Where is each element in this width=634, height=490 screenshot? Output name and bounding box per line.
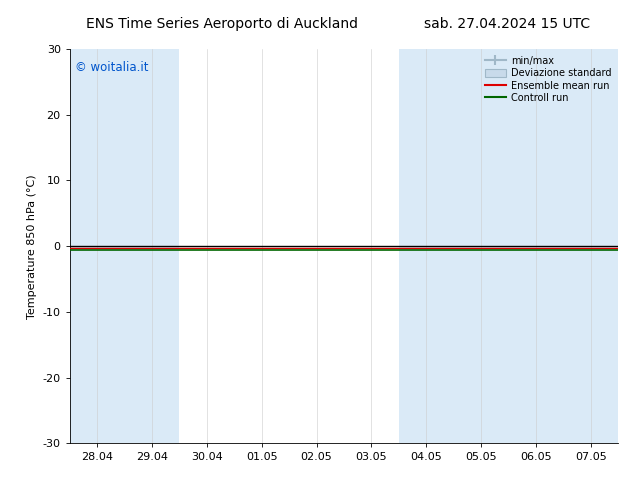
Bar: [508, 49, 563, 443]
Y-axis label: Temperature 850 hPa (°C): Temperature 850 hPa (°C): [27, 174, 37, 318]
Bar: [399, 49, 454, 443]
Bar: [70, 49, 124, 443]
Text: © woitalia.it: © woitalia.it: [75, 61, 149, 74]
Text: ENS Time Series Aeroporto di Auckland: ENS Time Series Aeroporto di Auckland: [86, 17, 358, 31]
Text: sab. 27.04.2024 15 UTC: sab. 27.04.2024 15 UTC: [424, 17, 590, 31]
Bar: [124, 49, 179, 443]
Bar: [454, 49, 508, 443]
Legend: min/max, Deviazione standard, Ensemble mean run, Controll run: min/max, Deviazione standard, Ensemble m…: [482, 54, 613, 105]
Bar: [563, 49, 618, 443]
